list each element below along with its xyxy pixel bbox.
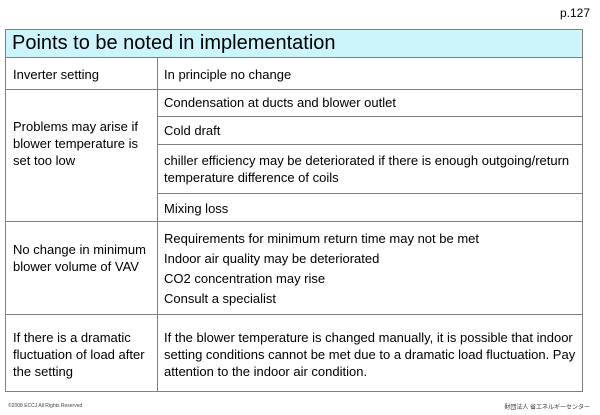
row-note: Mixing loss xyxy=(164,201,229,216)
row-note: chiller efficiency may be deteriorated i… xyxy=(164,153,570,185)
row-note: In principle no change xyxy=(164,67,292,82)
notes-table: Points to be noted in implementation Inv… xyxy=(5,29,583,392)
cell-divider xyxy=(157,193,582,194)
page-number: p.127 xyxy=(559,6,590,20)
cell-divider xyxy=(157,116,582,117)
row-label-vav-volume: No change in minimum blower volume of VA… xyxy=(13,242,146,274)
row-divider xyxy=(6,89,582,90)
row-divider xyxy=(6,221,582,222)
row-note: Cold draft xyxy=(164,123,221,138)
row-note: Requirements for minimum return time may… xyxy=(164,231,479,246)
row-note: If the blower temperature is changed man… xyxy=(164,330,576,379)
row-note: Condensation at ducts and blower outlet xyxy=(164,95,396,110)
copyright-footer: ©2008 ECCJ All Rights Reserved xyxy=(8,403,83,409)
cell-divider xyxy=(157,144,582,145)
page-title: Points to be noted in implementation xyxy=(6,30,582,58)
row-label-blower-temperature: Problems may arise if blower temperature… xyxy=(13,119,138,168)
row-note: CO2 concentration may rise xyxy=(164,271,326,286)
row-label-load-fluctuation: If there is a dramatic fluctuation of lo… xyxy=(13,330,145,379)
organization-footer: 財団法人 省エネルギーセンター xyxy=(504,405,590,411)
row-note: Indoor air quality may be deteriorated xyxy=(164,251,380,266)
row-note: Consult a specialist xyxy=(164,291,276,306)
row-label-inverter-setting: Inverter setting xyxy=(13,67,99,82)
column-divider xyxy=(157,58,158,391)
row-divider xyxy=(6,314,582,315)
